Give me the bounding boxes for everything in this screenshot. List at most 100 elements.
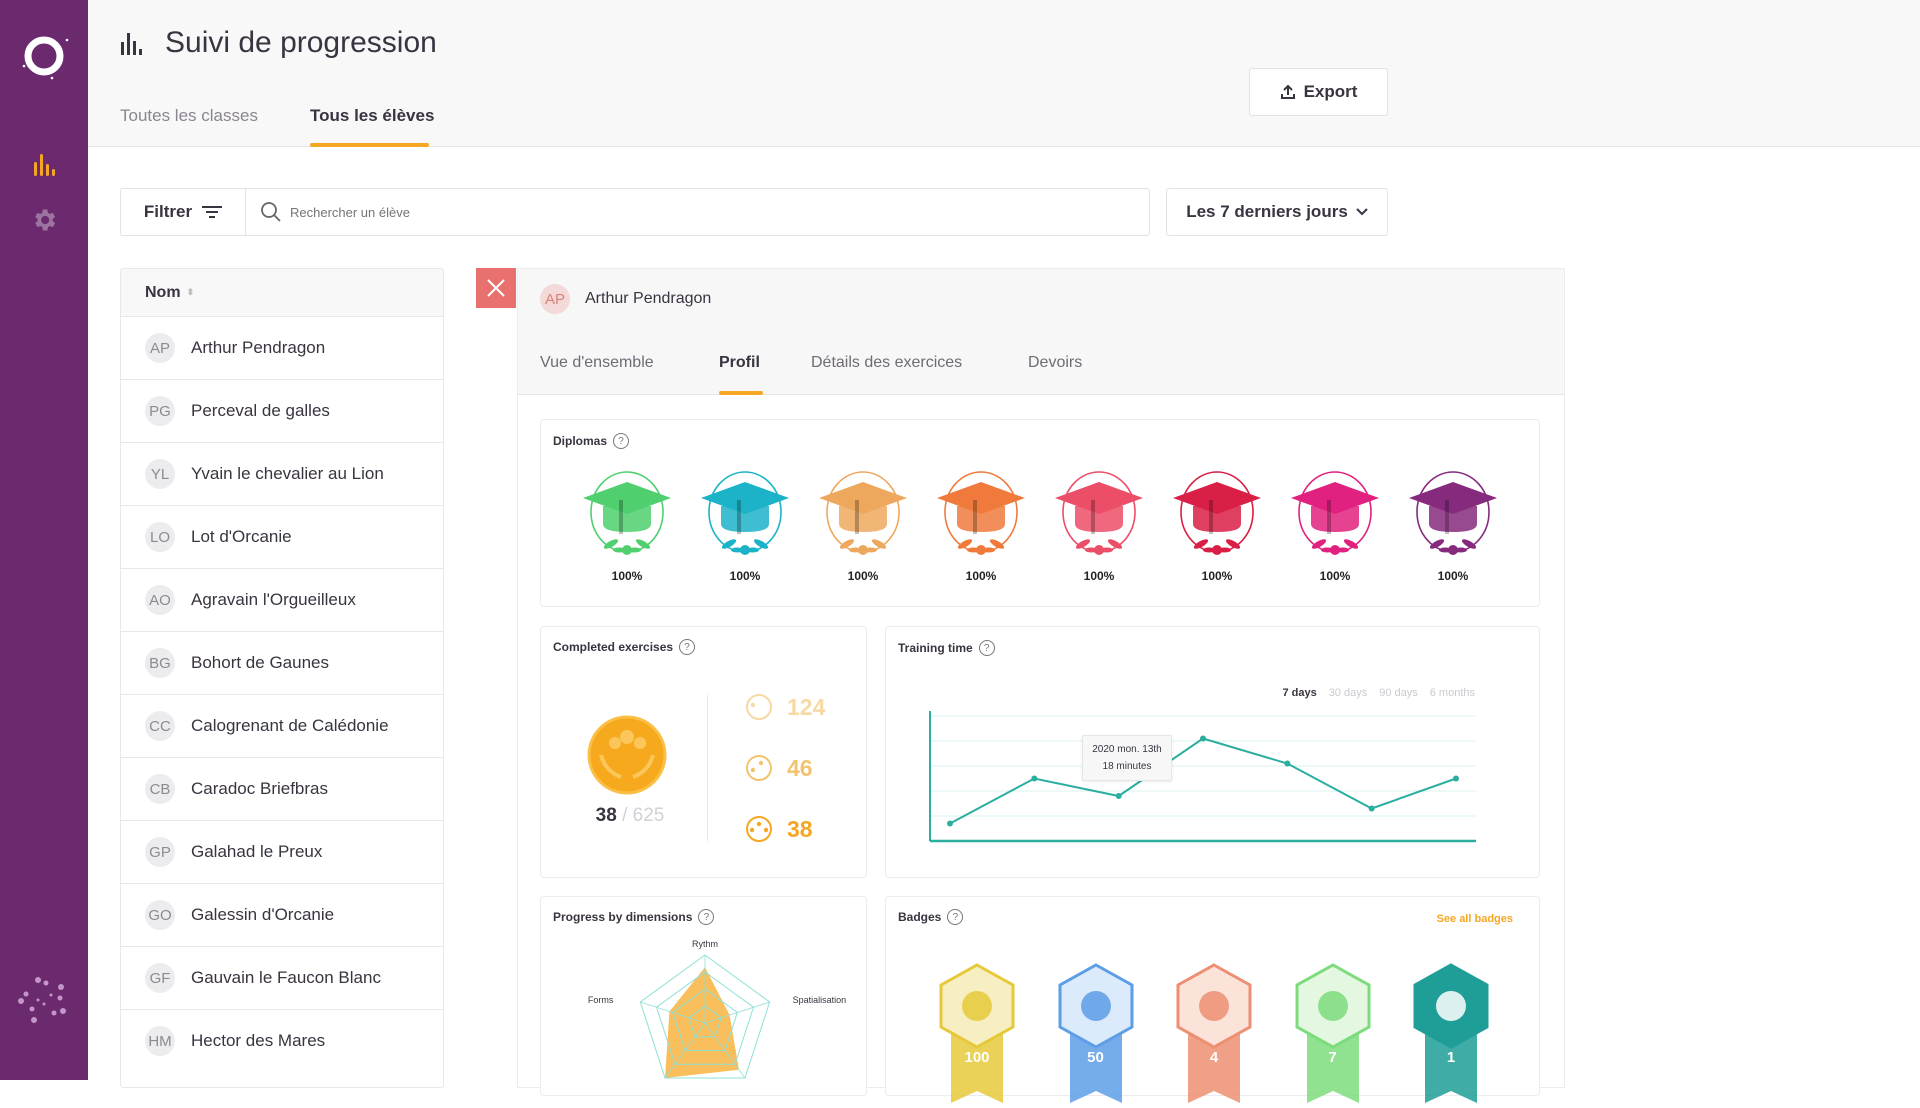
data-point[interactable] <box>1200 735 1206 742</box>
student-name: Calogrenant de Calédonie <box>191 716 389 735</box>
diploma-item[interactable]: 100% <box>1044 470 1154 583</box>
graduation-cap-icon <box>701 471 789 555</box>
tab-all-classes[interactable]: Toutes les classes <box>120 106 258 125</box>
avatar: PG <box>145 396 175 426</box>
filter-icon <box>202 206 223 218</box>
student-name: Hector des Mares <box>191 1031 326 1050</box>
badge-value: 50 <box>1087 1049 1104 1066</box>
student-name: Agravain l'Orgueilleux <box>191 590 356 609</box>
level-value: 46 <box>787 754 813 781</box>
export-label: Export <box>1303 82 1358 101</box>
student-row[interactable]: GF Gauvain le Faucon Blanc <box>121 946 443 1009</box>
radar-axis-label: Spatialisation <box>793 995 847 1005</box>
data-point[interactable] <box>947 820 953 827</box>
student-row[interactable]: LO Lot d'Orcanie <box>121 505 443 568</box>
help-icon[interactable]: ? <box>978 640 995 656</box>
student-name: Perceval de galles <box>191 401 330 420</box>
avatar: GP <box>145 837 175 867</box>
radar-axis-label: Rythm <box>692 939 718 949</box>
radar-axis <box>664 1022 706 1079</box>
diploma-item[interactable]: 100% <box>572 470 682 583</box>
avatar: AO <box>145 585 175 615</box>
student-row[interactable]: HM Hector des Mares <box>121 1009 443 1072</box>
student-row[interactable]: BG Bohort de Gaunes <box>121 631 443 694</box>
difficulty-level-icon <box>746 755 772 781</box>
name-column-header[interactable]: Nom ⬍ <box>121 269 443 316</box>
training-time-card: Training time? 7 days 30 days 90 days 6 … <box>885 626 1540 878</box>
divider <box>707 695 708 841</box>
app-logo[interactable] <box>14 26 74 86</box>
avatar: GF <box>145 963 175 993</box>
tab-exercise-details[interactable]: Détails des exercices <box>811 354 963 371</box>
gear-icon[interactable] <box>30 206 58 234</box>
range-7-days[interactable]: 7 days <box>1282 687 1317 699</box>
student-name: Galahad le Preux <box>191 842 323 861</box>
avatar: CB <box>145 774 175 804</box>
data-point[interactable] <box>1115 793 1122 799</box>
tab-profile[interactable]: Profil <box>719 354 760 371</box>
range-90-days[interactable]: 90 days <box>1379 687 1418 699</box>
student-row[interactable]: YL Yvain le chevalier au Lion <box>121 442 443 505</box>
active-tab-indicator <box>310 143 429 147</box>
badge-item[interactable]: 7 <box>1293 963 1373 1103</box>
sidebar <box>0 0 88 1080</box>
search-input[interactable] <box>290 204 1149 220</box>
diploma-value: 100% <box>1437 569 1469 583</box>
completed-title: Completed exercises <box>553 640 674 654</box>
radar-grid-ring <box>688 1005 722 1038</box>
badges-title: Badges <box>898 910 942 924</box>
period-value: Les 7 derniers jours <box>1186 202 1348 221</box>
student-row[interactable]: PG Perceval de galles <box>121 379 443 442</box>
diploma-value: 100% <box>1083 569 1115 583</box>
help-icon[interactable]: ? <box>698 909 715 925</box>
help-icon[interactable]: ? <box>613 433 630 449</box>
graduation-cap-icon <box>1291 471 1379 555</box>
filter-button[interactable]: Filtrer <box>121 189 246 235</box>
radar-axis <box>640 1001 706 1024</box>
student-row[interactable]: AO Agravain l'Orgueilleux <box>121 568 443 631</box>
graduation-cap-icon <box>1055 471 1143 555</box>
student-row[interactable]: AP Arthur Pendragon <box>121 316 443 379</box>
diploma-item[interactable]: 100% <box>1162 470 1272 583</box>
tab-homework[interactable]: Devoirs <box>1028 354 1083 371</box>
badge-item[interactable]: 4 <box>1174 963 1254 1103</box>
data-point[interactable] <box>1453 775 1459 782</box>
tab-overview[interactable]: Vue d'ensemble <box>540 354 654 371</box>
student-row[interactable]: CC Calogrenant de Calédonie <box>121 694 443 757</box>
see-all-badges-link[interactable]: See all badges <box>1436 913 1513 925</box>
export-button[interactable]: Export <box>1249 68 1388 116</box>
brand-swirl-icon <box>18 977 66 1023</box>
diploma-item[interactable]: 100% <box>808 470 918 583</box>
chevron-down-icon <box>1356 208 1368 216</box>
data-point[interactable] <box>1284 760 1291 767</box>
level-value: 38 <box>787 815 813 842</box>
tab-all-students[interactable]: Tous les élèves <box>310 106 435 125</box>
student-list: Nom ⬍ AP Arthur Pendragon PG Perceval de ga… <box>120 268 444 1088</box>
diploma-item[interactable]: 100% <box>926 470 1036 583</box>
range-6-months[interactable]: 6 months <box>1429 687 1475 699</box>
dimensions-radar-chart: Rythm Spatialisation Forms <box>588 939 847 1079</box>
badge-icon <box>1058 963 1133 1103</box>
student-row[interactable]: GP Galahad le Preux <box>121 820 443 883</box>
badge-item[interactable]: 1 <box>1411 963 1491 1103</box>
data-point[interactable] <box>1368 805 1375 812</box>
student-name: Bohort de Gaunes <box>191 653 329 672</box>
help-icon[interactable]: ? <box>947 909 964 925</box>
page-title: Suivi de progression <box>165 26 437 59</box>
help-icon[interactable]: ? <box>679 639 696 655</box>
bar-chart-icon[interactable] <box>32 152 56 178</box>
diploma-item[interactable]: 100% <box>1398 470 1508 583</box>
completed-count: 38 <box>595 805 617 826</box>
badge-item[interactable]: 50 <box>1056 963 1136 1103</box>
badge-value: 100 <box>964 1049 990 1066</box>
range-30-days[interactable]: 30 days <box>1328 687 1368 699</box>
close-button[interactable] <box>476 268 516 308</box>
diploma-item[interactable]: 100% <box>690 470 800 583</box>
data-point[interactable] <box>1031 775 1038 782</box>
student-row[interactable]: CB Caradoc Briefbras <box>121 757 443 820</box>
student-row[interactable]: GO Galessin d'Orcanie <box>121 883 443 946</box>
diploma-item[interactable]: 100% <box>1280 470 1390 583</box>
diploma-value: 100% <box>729 569 761 583</box>
badge-item[interactable]: 100 <box>937 963 1017 1103</box>
period-dropdown[interactable]: Les 7 derniers jours <box>1166 188 1388 236</box>
